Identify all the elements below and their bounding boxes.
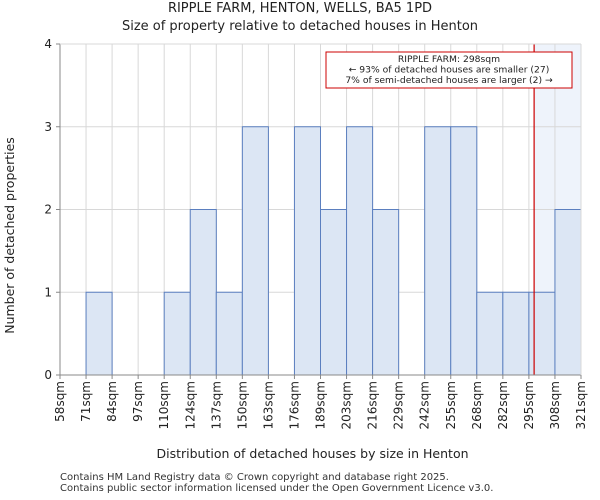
x-tick-label: 229sqm — [392, 381, 406, 429]
histogram-bar — [424, 126, 452, 376]
histogram-bar — [215, 291, 243, 376]
x-tick-label: 189sqm — [314, 381, 328, 429]
x-tick-label: 203sqm — [340, 381, 354, 429]
y-tick-label: 0 — [44, 368, 52, 382]
x-axis-label: Distribution of detached houses by size … — [156, 446, 468, 461]
histogram-bar — [554, 209, 582, 376]
x-tick-label: 321sqm — [574, 381, 588, 429]
x-tick-label: 255sqm — [444, 381, 458, 429]
histogram-chart: 0 1 2 3 4 58sqm 71sqm 84sqm 97sqm 110sqm 124sqm 137… — [2, 37, 588, 461]
footer: Contains HM Land Registry data © Crown c… — [60, 472, 493, 494]
x-tick-label: 150sqm — [235, 381, 249, 429]
x-tick-label: 71sqm — [79, 381, 93, 422]
x-tick-label: 84sqm — [105, 381, 119, 422]
histogram-bar — [163, 291, 191, 376]
histogram-bar — [320, 209, 348, 376]
x-tick-label: 110sqm — [157, 381, 171, 429]
histogram-bar — [528, 291, 556, 376]
x-tick-label: 97sqm — [131, 381, 145, 422]
footer-licence: Contains public sector information licen… — [60, 483, 494, 494]
x-tick-label: 137sqm — [209, 381, 223, 429]
footer-copyright: Contains HM Land Registry data © Crown c… — [60, 472, 449, 483]
x-tick-label: 308sqm — [548, 381, 562, 429]
x-tick-label: 163sqm — [261, 381, 275, 429]
annotation-text: ← 93% of detached houses are smaller (27… — [349, 65, 550, 76]
x-tick-label: 176sqm — [287, 381, 301, 429]
histogram-bar — [476, 291, 504, 376]
y-tick-label: 1 — [44, 285, 52, 299]
x-tick-label: 282sqm — [496, 381, 510, 429]
histogram-bar — [502, 291, 530, 376]
histogram-bar — [189, 209, 217, 376]
annotation-text: 7% of semi-detached houses are larger (2… — [345, 75, 553, 86]
histogram-bar — [450, 126, 478, 376]
annotation-text: RIPPLE FARM: 298sqm — [398, 54, 500, 65]
x-tick-label: 124sqm — [183, 381, 197, 429]
x-tick-label: 295sqm — [522, 381, 536, 429]
chart-subtitle: Size of property relative to detached ho… — [121, 19, 479, 34]
y-tick-label: 3 — [44, 120, 52, 134]
histogram-bar — [293, 126, 322, 376]
histogram-bar — [85, 291, 113, 376]
histogram-bar — [372, 209, 400, 376]
histogram-bar — [346, 126, 374, 376]
x-tick-label: 268sqm — [470, 381, 484, 429]
x-tick-label: 216sqm — [366, 381, 380, 429]
chart-title-block: RIPPLE FARM, HENTON, WELLS, BA5 1PD Size… — [0, 0, 600, 36]
chart-title: RIPPLE FARM, HENTON, WELLS, BA5 1PD — [167, 1, 433, 16]
y-tick-label: 2 — [44, 203, 52, 217]
x-tick-label: 242sqm — [418, 381, 432, 429]
y-tick-label: 4 — [44, 37, 52, 51]
annotation-box — [325, 51, 573, 89]
x-tick-label: 58sqm — [53, 381, 67, 422]
histogram-bar — [241, 126, 269, 376]
y-axis-label: Number of detached properties — [2, 137, 17, 334]
